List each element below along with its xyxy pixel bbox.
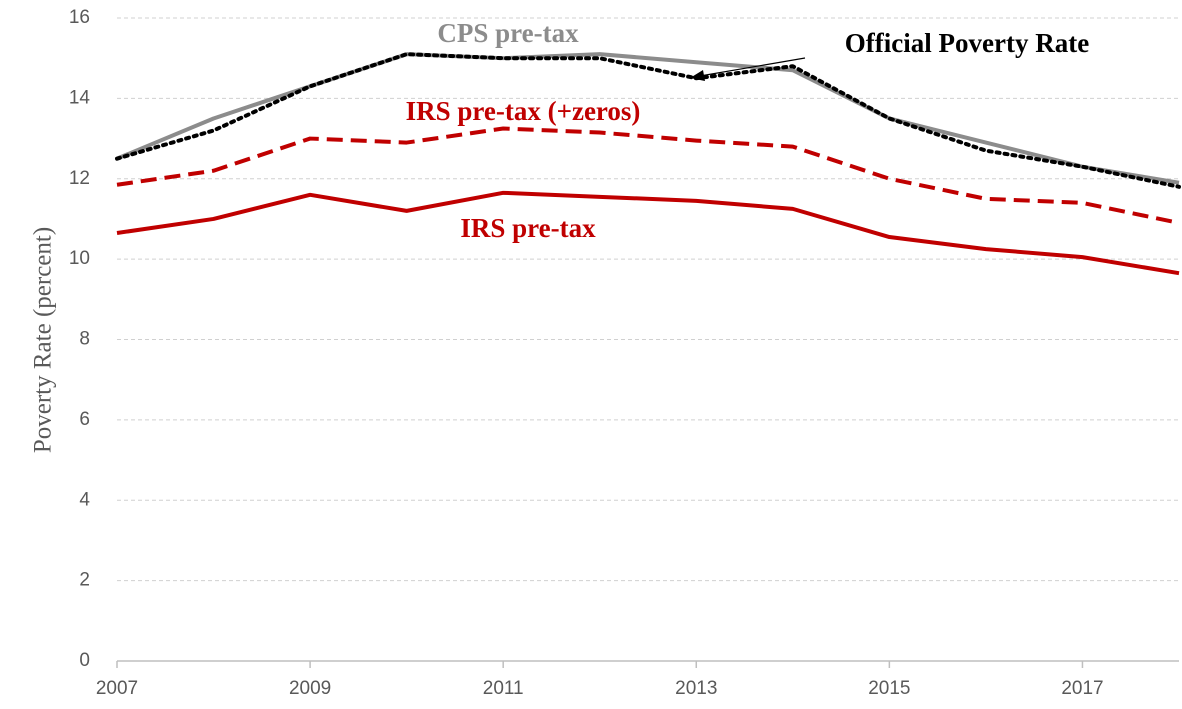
x-tick-label: 2013 <box>675 678 717 699</box>
annotation-arrow <box>699 57 806 77</box>
y-tick-label: 2 <box>79 570 90 591</box>
annotation-arrowhead <box>690 70 705 81</box>
series-label: CPS pre-tax <box>437 18 579 48</box>
series-line <box>116 126 1180 225</box>
series-label: Official Poverty Rate <box>845 28 1089 58</box>
series-line <box>116 190 1180 276</box>
y-tick-label: 0 <box>79 650 90 671</box>
x-tick-label: 2009 <box>289 678 331 699</box>
y-tick-label: 12 <box>69 168 90 189</box>
x-tick-label: 2007 <box>96 678 138 699</box>
series-line <box>116 52 1180 185</box>
y-tick-label: 10 <box>69 248 90 269</box>
series-label: IRS pre-tax (+zeros) <box>406 96 641 126</box>
y-tick-label: 4 <box>79 489 90 510</box>
x-tick-label: 2017 <box>1061 678 1103 699</box>
x-tick-label: 2015 <box>868 678 910 699</box>
y-tick-label: 6 <box>79 409 90 430</box>
x-tick-label: 2011 <box>483 678 524 699</box>
y-tick-label: 16 <box>69 7 90 28</box>
y-axis-label: Poverty Rate (percent) <box>30 227 57 453</box>
series-line <box>115 52 1181 189</box>
y-tick-label: 14 <box>69 87 91 108</box>
y-tick-label: 8 <box>79 329 90 350</box>
series-label: IRS pre-tax <box>460 213 596 243</box>
